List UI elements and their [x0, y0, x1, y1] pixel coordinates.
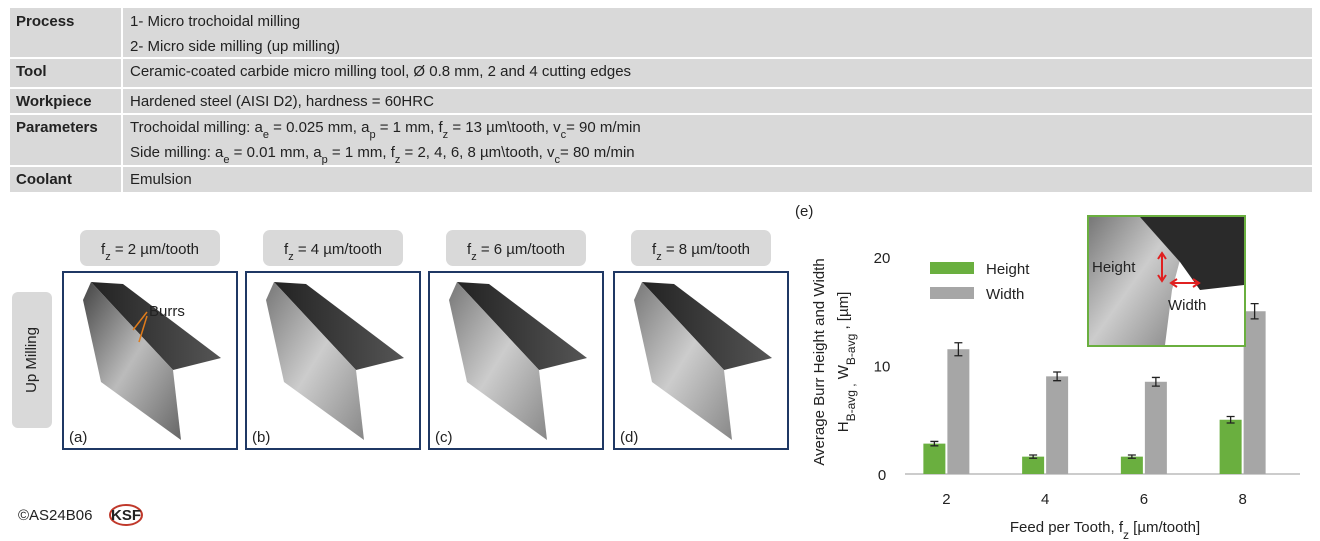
legend-label: Width — [986, 286, 1024, 303]
text-part: = 13 µm\tooth, v — [448, 119, 561, 136]
burr-note: Burrs — [149, 303, 185, 320]
row-label: Coolant — [16, 171, 72, 188]
side-label: Up Milling — [23, 327, 40, 393]
text-part: = 0.01 mm, a — [230, 144, 323, 161]
text-part: Trochoidal milling: a — [130, 119, 263, 136]
x-tick-label: 4 — [1041, 491, 1049, 508]
panel-letter: (c) — [435, 429, 453, 446]
copyright: ©AS24B06 — [18, 507, 92, 524]
panel-letter: (d) — [620, 429, 638, 446]
text-part: Average Burr Height and Width — [811, 258, 828, 465]
bar — [1220, 420, 1242, 474]
text-part: 1- Micro trochoidal milling — [130, 13, 300, 30]
bar — [947, 349, 969, 474]
text-part: Side milling: a — [130, 144, 224, 161]
bar — [1244, 311, 1266, 474]
text-part: = 1 mm, f — [376, 119, 444, 136]
inset-label: Height — [1092, 259, 1136, 276]
rich-text: Ceramic-coated carbide micro milling too… — [130, 63, 631, 80]
x-tick-label: 6 — [1140, 491, 1148, 508]
text-part: = 2, 4, 6, 8 µm\tooth, v — [400, 144, 555, 161]
panel-label: (e) — [795, 203, 813, 220]
text-part: Ceramic-coated carbide micro milling too… — [130, 63, 631, 80]
subscript: B-avg , — [844, 383, 858, 421]
text-part: , [µm] — [835, 292, 852, 334]
legend-swatch — [930, 262, 974, 274]
text-part: Hardened steel (AISI D2), hardness = 60H… — [130, 93, 434, 110]
bar — [1121, 457, 1143, 474]
legend-label: Height — [986, 261, 1030, 278]
row-label: Parameters — [16, 119, 98, 136]
rich-text: HB-avg , WB-avg , [µm] — [835, 292, 858, 433]
logo: KSF — [111, 507, 141, 524]
panel-letter: (a) — [69, 429, 87, 446]
text-part: Emulsion — [130, 171, 192, 188]
text-part: = 90 m/min — [566, 119, 641, 136]
y-tick-label: 20 — [874, 250, 891, 267]
y-tick-label: 10 — [874, 359, 891, 376]
rich-text: 2- Micro side milling (up milling) — [130, 38, 340, 55]
text-part: = 2 µm/tooth — [111, 241, 199, 258]
x-tick-label: 2 — [942, 491, 950, 508]
rich-text: Emulsion — [130, 171, 192, 188]
text-part: = 80 m/min — [560, 144, 635, 161]
row-label: Process — [16, 13, 74, 30]
text-part: = 0.025 mm, a — [269, 119, 370, 136]
text-part: = 4 µm/tooth — [294, 241, 382, 258]
text-part: [µm/tooth] — [1129, 519, 1200, 536]
rich-text: Hardened steel (AISI D2), hardness = 60H… — [130, 93, 434, 110]
text-part: = 8 µm/tooth — [662, 241, 750, 258]
text-part: H — [835, 421, 852, 432]
row-label: Workpiece — [16, 93, 92, 110]
text-part: Feed — [1010, 519, 1048, 536]
bar — [923, 444, 945, 474]
text-part: 2- Micro side milling (up milling) — [130, 38, 340, 55]
text-part: = 6 µm/tooth — [477, 241, 565, 258]
text-part: per — [1048, 519, 1070, 536]
legend-swatch — [930, 287, 974, 299]
figure: Process 1- Micro trochoidal milling 2- Mic… — [0, 0, 1320, 541]
y-tick-label: 0 — [878, 467, 886, 484]
row-label: Tool — [16, 63, 47, 80]
text-part: = 1 mm, f — [328, 144, 396, 161]
panel-letter: (b) — [252, 429, 270, 446]
inset-label: Width — [1168, 297, 1206, 314]
subscript: B-avg — [844, 334, 858, 365]
rich-text: Average Burr Height and Width — [811, 258, 828, 465]
bar — [1046, 376, 1068, 474]
rich-text: Feed per Tooth, fz [µm/tooth] — [1010, 519, 1200, 541]
bar — [1022, 457, 1044, 474]
text-part: Tooth, f — [1070, 519, 1124, 536]
rich-text: 1- Micro trochoidal milling — [130, 13, 300, 30]
text-part: W — [835, 364, 852, 383]
bar — [1145, 382, 1167, 474]
x-tick-label: 8 — [1238, 491, 1246, 508]
